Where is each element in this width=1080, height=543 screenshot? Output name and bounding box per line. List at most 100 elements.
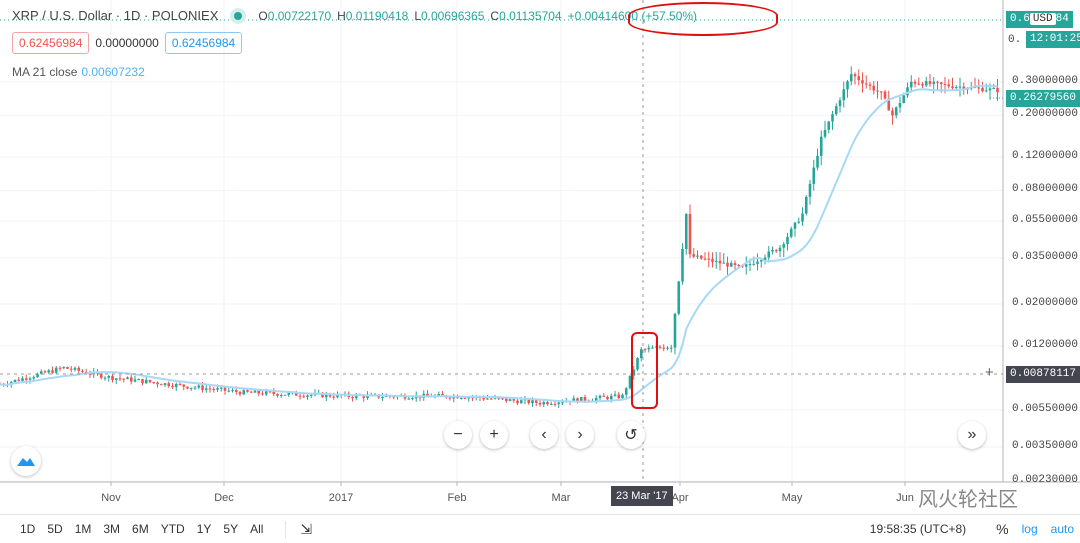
range-5y[interactable]: 5Y (223, 522, 239, 536)
time-tick: Feb (447, 492, 467, 504)
currency-label[interactable]: USD (1029, 13, 1056, 25)
candle-body (174, 383, 178, 388)
candle-body (879, 91, 883, 93)
range-5d[interactable]: 5D (47, 522, 63, 536)
candle-body (936, 81, 939, 83)
market-status-icon (234, 11, 243, 20)
range-1y[interactable]: 1Y (196, 522, 212, 536)
candle-body (669, 347, 673, 349)
candle-body (88, 373, 92, 375)
price-chart[interactable] (0, 0, 1080, 514)
candle-body (726, 262, 729, 267)
candle-body (981, 87, 984, 92)
range-3m[interactable]: 3M (103, 522, 121, 536)
candle-body (163, 383, 167, 386)
candle-body (279, 395, 283, 397)
highlight-box (631, 332, 658, 409)
candle-body (954, 87, 958, 89)
ma-line (0, 84, 998, 403)
candle-body (39, 371, 43, 374)
date-range-icon[interactable]: ⇲ (285, 520, 312, 538)
candle-body (632, 369, 636, 376)
range-6m[interactable]: 6M (132, 522, 149, 536)
candle-body (583, 397, 587, 401)
candle-body (793, 222, 797, 229)
candle-body (234, 390, 238, 392)
candle-body (834, 106, 838, 115)
last-price-tag: 0.6 USD 84 (1006, 11, 1073, 28)
candle-body (677, 281, 681, 314)
candle-body (771, 250, 774, 252)
zoom-in-button[interactable]: + (480, 421, 508, 449)
ma-legend: MA 21 close 0.00607232 (12, 65, 145, 79)
candle-body (958, 86, 962, 88)
candle-body (962, 86, 966, 90)
candle-body (688, 213, 692, 255)
candle-body (782, 244, 786, 248)
range-ytd[interactable]: YTD (160, 522, 185, 536)
scroll-to-end-button[interactable]: » (958, 421, 986, 449)
scroll-left-button[interactable]: ‹ (530, 421, 558, 449)
candle-body (298, 395, 302, 397)
range-all[interactable]: All (250, 522, 264, 536)
buy-button[interactable]: 0.62456984 (164, 32, 243, 54)
range-1m[interactable]: 1M (74, 522, 92, 536)
candle-body (621, 394, 624, 399)
watermark: 风火轮社区 (918, 489, 1018, 511)
add-alert-plus-icon[interactable]: + (985, 364, 994, 381)
sell-button[interactable]: 0.62456984 (12, 32, 90, 54)
symbol-legend: XRP / U.S. Dollar · 1D · POLONIEX O0.007… (12, 8, 698, 23)
candle-body (561, 402, 564, 404)
percent-toggle[interactable]: % (996, 521, 1009, 537)
candle-body (643, 349, 647, 351)
reset-button[interactable]: ↺ (617, 421, 645, 449)
candle-body (827, 121, 831, 130)
clock: 19:58:35 (UTC+8) (869, 522, 967, 536)
candle-body (778, 247, 782, 252)
candle-body (287, 392, 291, 395)
candle-body (846, 81, 849, 90)
candle-body (32, 377, 36, 379)
ma-value: 0.00607232 (81, 65, 145, 79)
candle-body (801, 213, 804, 222)
zoom-out-button[interactable]: − (444, 421, 472, 449)
candle-body (887, 98, 891, 111)
candle-body (261, 393, 264, 395)
price-tick: 0.00350000 (1012, 439, 1079, 452)
candle-body (62, 366, 66, 369)
range-1d[interactable]: 1D (20, 522, 36, 536)
candle-body (651, 347, 654, 349)
candle-body (624, 388, 628, 395)
candle-body (81, 370, 84, 372)
candle-body (354, 395, 358, 399)
crosshair-date-tag: 23 Mar '17 (611, 486, 673, 506)
time-tick: Jun (896, 492, 914, 504)
log-toggle[interactable]: log (1021, 522, 1038, 536)
candle-body (441, 394, 444, 396)
candle-body (707, 258, 711, 260)
highlight-circle (628, 2, 778, 36)
close-value: 0.01135704 (499, 8, 562, 23)
candle-body (699, 255, 703, 259)
candle-body (137, 379, 141, 381)
candle-body (763, 257, 767, 261)
candle-body (898, 102, 902, 108)
candle-body (681, 248, 684, 282)
scroll-right-button[interactable]: › (566, 421, 594, 449)
current-price-tag: 0.26279560 (1006, 90, 1080, 107)
candle-body (534, 400, 538, 403)
candle-body (43, 371, 47, 373)
candle-body (489, 398, 493, 400)
candle-body (276, 393, 279, 396)
candle-body (636, 358, 639, 370)
candle-body (249, 391, 253, 393)
time-tick: 2017 (328, 492, 354, 504)
auto-toggle[interactable]: auto (1050, 522, 1074, 536)
tradingview-logo-icon[interactable] (11, 446, 41, 476)
candle-body (253, 390, 257, 393)
candle-body (947, 84, 951, 87)
candle-body (576, 398, 579, 403)
candle-body (812, 167, 816, 184)
candle-body (737, 264, 741, 266)
candle-body (666, 347, 669, 349)
